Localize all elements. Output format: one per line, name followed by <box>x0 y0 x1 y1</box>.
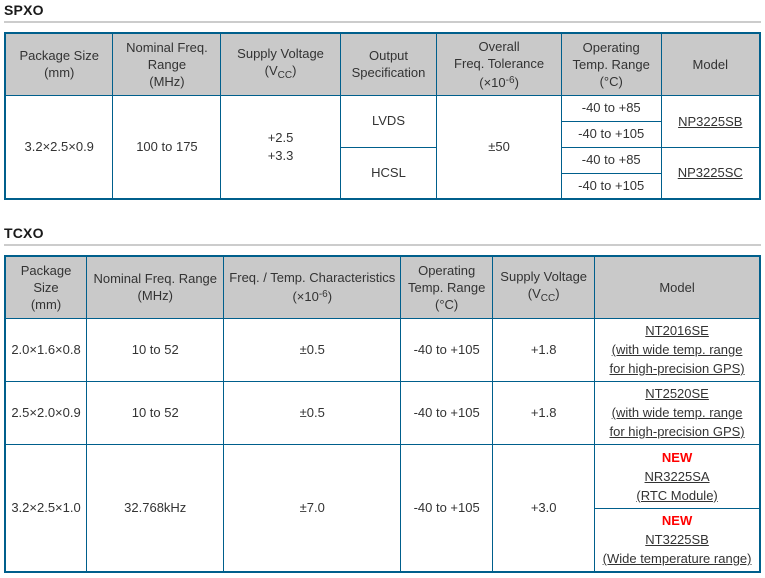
model-link-np3225sb[interactable]: NP3225SB <box>678 113 743 129</box>
tcxo-header-supply-voltage: Supply Voltage (VCC) <box>492 255 596 319</box>
tcxo-cell-package-3: 3.2×2.5×1.0 <box>4 443 88 573</box>
model-link-nt2520se[interactable]: NT2520SE (with wide temp. range for high… <box>609 386 745 439</box>
spxo-row-2: -40 to +105 <box>5 120 760 148</box>
spxo-cell-model-np3225sb: NP3225SB <box>660 94 761 148</box>
spxo-cell-supply-voltage: +2.5 +3.3 <box>220 94 341 200</box>
tcxo-cell-supply-2: +1.8 <box>492 380 596 445</box>
spxo-cell-package-size: 3.2×2.5×0.9 <box>4 94 114 200</box>
tcxo-row-nt2520se: 2.5×2.0×0.9 10 to 52 ±0.5 -40 to +105 +1… <box>4 380 761 445</box>
tcxo-cell-freq-2: 10 to 52 <box>86 380 225 445</box>
tcxo-header-freq-temp-characteristics: Freq. / Temp. Characteristics (×10-6) <box>223 255 402 319</box>
spxo-header-package-size: Package Size (mm) <box>4 32 114 96</box>
model-link-nt2016se[interactable]: NT2016SE (with wide temp. range for high… <box>609 323 745 376</box>
model-link-nt3225sb[interactable]: NT3225SB (Wide temperature range) <box>602 532 752 567</box>
tcxo-table: Package Size (mm) Nominal Freq. Range (M… <box>4 255 761 573</box>
tcxo-cell-temp-2: -40 to +105 <box>400 380 494 445</box>
spxo-cell-temp-1: -40 to +85 <box>560 94 662 122</box>
spxo-row-4: -40 to +105 <box>5 172 760 200</box>
spxo-row-3: HCSL -40 to +85 NP3225SC <box>5 146 761 200</box>
tcxo-cell-model-nr3225sa: NEW NR3225SA (RTC Module) <box>594 443 761 509</box>
spxo-title: SPXO <box>4 2 44 18</box>
tcxo-cell-supply-1: +1.8 <box>492 317 596 382</box>
spxo-header-row: Package Size (mm) Nominal Freq. Range (M… <box>4 32 761 96</box>
tcxo-cell-temp-1: -40 to +105 <box>400 317 494 382</box>
new-badge: NEW <box>661 449 693 465</box>
tcxo-section: TCXO Package Size (mm) Nominal Freq. Ran… <box>4 225 761 573</box>
spxo-cell-model-np3225sc: NP3225SC <box>660 146 761 200</box>
spxo-header-nominal-freq: Nominal Freq. Range (MHz) <box>112 32 222 96</box>
spxo-title-rule <box>4 21 761 23</box>
tcxo-row-nt3225sb: NEW NT3225SB (Wide temperature range) <box>5 507 761 573</box>
spxo-header-supply-voltage: Supply Voltage (VCC) <box>220 32 341 96</box>
tcxo-cell-model-nt3225sb: NEW NT3225SB (Wide temperature range) <box>594 507 761 573</box>
tcxo-cell-char-1: ±0.5 <box>223 317 402 382</box>
spxo-cell-temp-4: -40 to +105 <box>560 172 662 200</box>
spxo-row-1: 3.2×2.5×0.9 100 to 175 +2.5 +3.3 LVDS ±5… <box>4 94 761 200</box>
tcxo-header-operating-temp: Operating Temp. Range (°C) <box>400 255 494 319</box>
tcxo-cell-char-3: ±7.0 <box>223 443 402 573</box>
tcxo-cell-package-2: 2.5×2.0×0.9 <box>4 380 88 445</box>
tcxo-row-nt2016se: 2.0×1.6×0.8 10 to 52 ±0.5 -40 to +105 +1… <box>4 317 761 382</box>
spxo-cell-nominal-freq: 100 to 175 <box>112 94 222 200</box>
tcxo-cell-supply-3: +3.0 <box>492 443 596 573</box>
tcxo-header-package-size: Package Size (mm) <box>4 255 88 319</box>
spxo-cell-output-lvds: LVDS <box>339 94 438 148</box>
tcxo-cell-temp-3: -40 to +105 <box>400 443 494 573</box>
tcxo-cell-package-1: 2.0×1.6×0.8 <box>4 317 88 382</box>
tcxo-header-row: Package Size (mm) Nominal Freq. Range (M… <box>4 255 761 319</box>
tcxo-cell-model-nt2520se: NT2520SE (with wide temp. range for high… <box>594 380 761 445</box>
tcxo-header-model: Model <box>594 255 761 319</box>
tcxo-title-rule <box>4 244 761 246</box>
tcxo-cell-freq-3: 32.768kHz <box>86 443 225 573</box>
spxo-cell-tolerance: ±50 <box>436 94 562 200</box>
spxo-header-model: Model <box>660 32 761 96</box>
spxo-cell-temp-3: -40 to +85 <box>560 146 662 174</box>
tcxo-header-nominal-freq: Nominal Freq. Range (MHz) <box>86 255 225 319</box>
spxo-section: SPXO Package Size (mm) Nominal Freq. Ran… <box>4 2 761 200</box>
spxo-cell-temp-2: -40 to +105 <box>560 120 662 148</box>
tcxo-cell-freq-1: 10 to 52 <box>86 317 225 382</box>
spxo-header-overall-tolerance: Overall Freq. Tolerance (×10-6) <box>436 32 562 96</box>
spxo-header-output-spec: Output Specification <box>339 32 438 96</box>
spxo-cell-output-hcsl: HCSL <box>339 146 438 200</box>
model-link-nr3225sa[interactable]: NR3225SA (RTC Module) <box>636 468 718 503</box>
tcxo-cell-model-nt2016se: NT2016SE (with wide temp. range for high… <box>594 317 761 382</box>
spxo-table: Package Size (mm) Nominal Freq. Range (M… <box>4 32 761 200</box>
tcxo-cell-char-2: ±0.5 <box>223 380 402 445</box>
spxo-header-operating-temp: Operating Temp. Range (°C) <box>560 32 662 96</box>
new-badge: NEW <box>661 513 693 529</box>
tcxo-row-nr3225sa: 3.2×2.5×1.0 32.768kHz ±7.0 -40 to +105 +… <box>4 443 761 573</box>
tcxo-title: TCXO <box>4 225 44 241</box>
model-link-np3225sc[interactable]: NP3225SC <box>677 165 743 181</box>
